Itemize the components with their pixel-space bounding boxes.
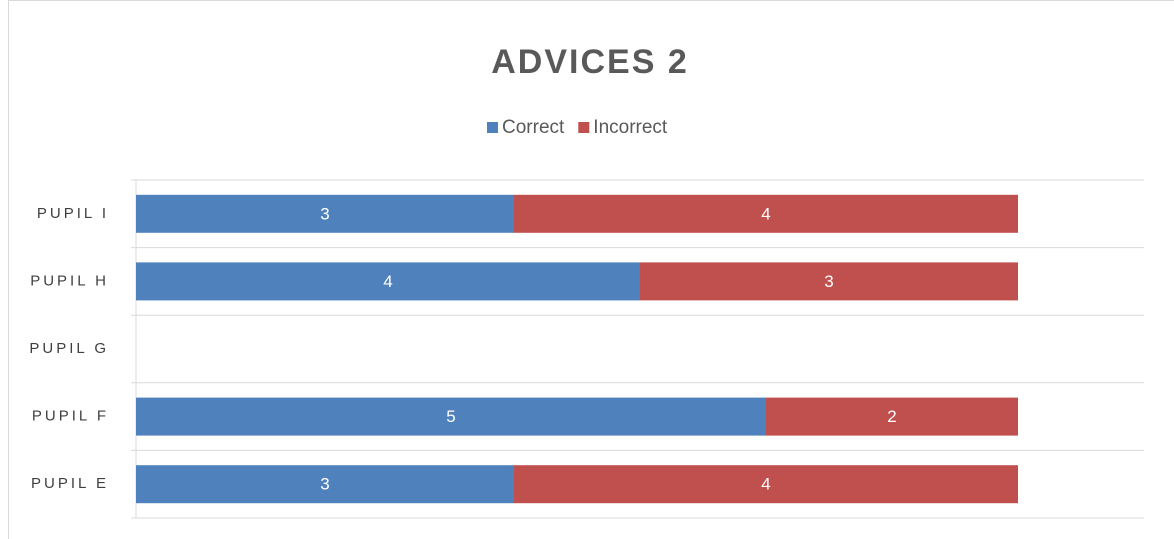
legend-swatch [578,122,590,133]
bar-segment [136,194,514,233]
data-label: 4 [383,272,392,291]
y-tick-label: PUPIL G [29,340,109,357]
y-tick-label: PUPIL E [31,475,109,492]
bar-segment [766,397,1018,436]
bar-segment [514,465,1018,504]
data-label: 5 [446,407,455,426]
data-label: 4 [761,204,770,223]
y-tick-label: PUPIL H [30,272,109,289]
bar-segment [514,194,1018,233]
data-label: 2 [887,407,896,426]
data-label: 3 [320,204,329,223]
bar-segment [136,465,514,504]
bar-segment [640,262,1018,301]
bar-segment [136,262,640,301]
legend-swatch [487,122,498,133]
legend-label: Incorrect [593,117,668,138]
bar-segment [136,397,766,436]
data-label: 4 [761,475,770,494]
chart-title: ADVICES 2 [491,43,689,81]
legend-label: Correct [502,117,565,138]
data-label: 3 [824,272,833,291]
data-label: 3 [320,475,329,494]
y-tick-label: PUPIL F [32,408,109,425]
y-tick-label: PUPIL I [37,205,109,222]
